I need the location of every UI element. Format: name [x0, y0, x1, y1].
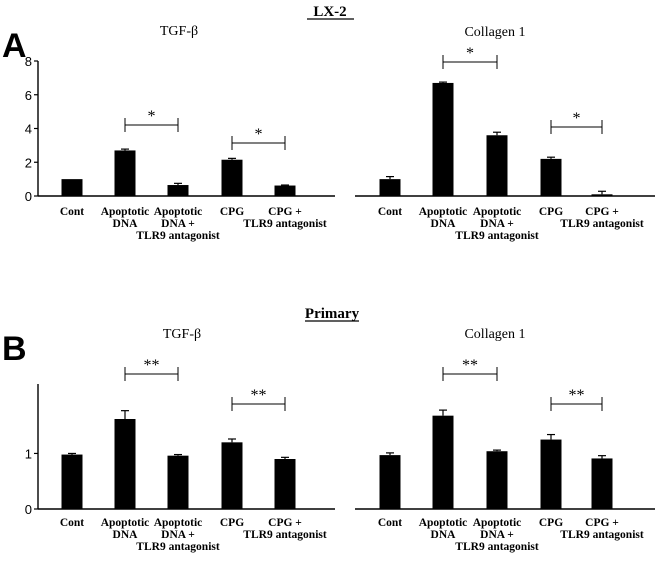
bar — [167, 455, 189, 509]
bar — [486, 135, 508, 196]
category-label: Apoptotic — [419, 517, 468, 529]
bar — [221, 442, 243, 509]
chart-title: TGF-β — [160, 24, 198, 39]
bar — [114, 150, 136, 196]
y-tick-label: 8 — [25, 54, 32, 69]
category-label: TLR9 antagonist — [136, 541, 220, 553]
bar — [540, 439, 562, 509]
category-label: TLR9 antagonist — [560, 218, 644, 230]
chart-title: Collagen 1 — [464, 25, 525, 40]
significance-label: * — [573, 110, 581, 127]
y-tick-label: 1 — [25, 446, 32, 461]
y-tick-label: 6 — [25, 88, 32, 103]
category-label: TLR9 antagonist — [455, 541, 539, 553]
section-a-title: LX-2 — [313, 4, 346, 20]
category-label: Apoptotic — [154, 206, 203, 218]
category-label: TLR9 antagonist — [243, 218, 327, 230]
category-label: DNA — [431, 529, 457, 541]
category-label: DNA + — [161, 529, 195, 541]
category-label: TLR9 antagonist — [136, 230, 220, 242]
bar — [432, 82, 454, 196]
category-label: Apoptotic — [101, 206, 150, 218]
panel-b-letter: B — [2, 330, 27, 368]
section-b-title: Primary — [305, 306, 360, 322]
category-label: DNA — [431, 218, 457, 230]
bar — [114, 419, 136, 509]
panel-a-letter: A — [2, 27, 27, 65]
category-label: DNA + — [480, 218, 514, 230]
category-label: Apoptotic — [154, 517, 203, 529]
chart-title: TGF-β — [163, 327, 201, 342]
bar — [61, 179, 83, 196]
category-label: Apoptotic — [419, 206, 468, 218]
y-tick-label: 0 — [25, 502, 32, 517]
chart-title: Collagen 1 — [464, 327, 525, 342]
bar — [274, 185, 296, 196]
bar — [274, 459, 296, 509]
category-label: Apoptotic — [473, 206, 522, 218]
bar — [486, 451, 508, 509]
category-label: CPG — [539, 206, 563, 218]
category-label: CPG — [220, 517, 244, 529]
bar — [61, 454, 83, 509]
category-label: TLR9 antagonist — [243, 529, 327, 541]
bar — [221, 159, 243, 196]
bar — [379, 179, 401, 196]
category-label: DNA + — [161, 218, 195, 230]
category-label: Cont — [60, 206, 84, 218]
category-label: Cont — [378, 517, 402, 529]
bar — [432, 415, 454, 509]
bar — [540, 158, 562, 196]
bar — [591, 194, 613, 196]
category-label: Cont — [60, 517, 84, 529]
category-label: Apoptotic — [101, 517, 150, 529]
significance-label: ** — [462, 357, 478, 374]
y-tick-label: 0 — [25, 189, 32, 204]
category-label: CPG — [220, 206, 244, 218]
significance-label: * — [255, 126, 263, 143]
significance-label: * — [466, 45, 474, 62]
category-label: TLR9 antagonist — [560, 529, 644, 541]
category-label: CPG + — [268, 206, 302, 218]
significance-label: * — [148, 108, 156, 125]
category-label: Apoptotic — [473, 517, 522, 529]
significance-label: ** — [569, 387, 585, 404]
category-label: DNA — [113, 529, 139, 541]
category-label: DNA — [113, 218, 139, 230]
category-label: TLR9 antagonist — [455, 230, 539, 242]
y-tick-label: 2 — [25, 155, 32, 170]
category-label: CPG — [539, 517, 563, 529]
significance-label: ** — [144, 357, 160, 374]
category-label: Cont — [378, 206, 402, 218]
bar — [167, 185, 189, 196]
category-label: CPG + — [268, 517, 302, 529]
bar — [591, 458, 613, 509]
significance-label: ** — [251, 387, 267, 404]
category-label: DNA + — [480, 529, 514, 541]
bar — [379, 455, 401, 509]
category-label: CPG + — [585, 206, 619, 218]
y-tick-label: 4 — [25, 122, 32, 137]
category-label: CPG + — [585, 517, 619, 529]
